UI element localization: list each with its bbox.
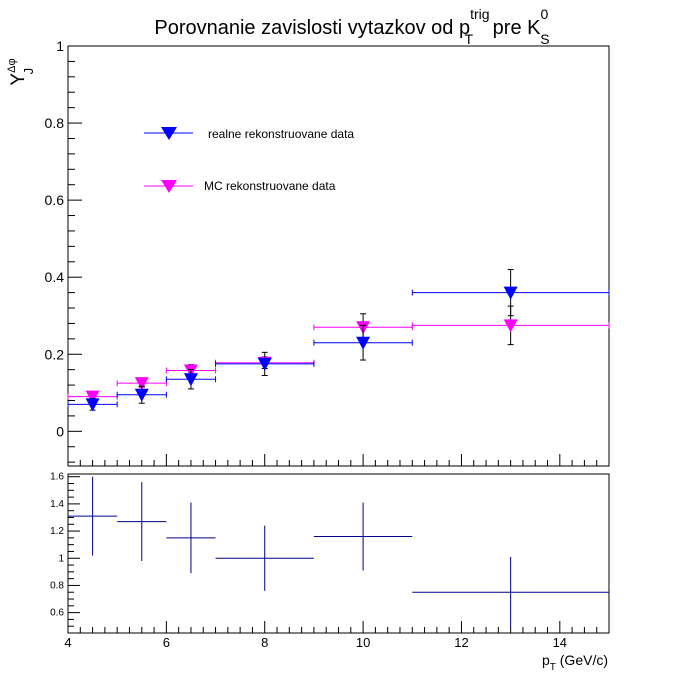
y-label-sup: Δφ [6, 58, 18, 72]
x-tick-label: 8 [261, 635, 268, 650]
x-tick-label: 6 [163, 635, 170, 650]
data-point-marker [503, 286, 518, 300]
x-tick-label: 4 [64, 635, 71, 650]
y-tick-label: 0 [56, 423, 64, 439]
x-tick-label: 14 [553, 635, 567, 650]
top-x-axis [67, 454, 610, 466]
x-label-main: p [542, 652, 550, 668]
legend-entry-real: realne rekonstruovane data [144, 127, 354, 141]
legend-marker-real [161, 127, 177, 140]
y-tick-label: 0.2 [45, 346, 65, 362]
data-point-marker [134, 377, 149, 391]
x-tick-label: 12 [454, 635, 468, 650]
ratio-y-tick-label: 1.2 [50, 526, 64, 537]
data-point-marker [134, 388, 149, 402]
x-label-sub: T [550, 662, 556, 673]
title-mid: pre K [487, 17, 541, 39]
y-label-sub: J [21, 68, 36, 75]
ratio-y-axis: 0.6 0.8 1 1.2 1.4 1.6 [50, 472, 80, 627]
y-tick-label: 0.8 [45, 115, 65, 131]
top-data-series [67, 268, 610, 412]
chart-title: Porovnanie zavislosti vytazkov od ptrig T… [154, 6, 549, 47]
ratio-data-series [68, 476, 609, 628]
legend: realne rekonstruovane data MC rekonstruo… [144, 127, 354, 193]
data-point-marker [356, 336, 371, 350]
y-tick-label: 1 [56, 38, 64, 54]
y-tick-label: 0.6 [45, 192, 65, 208]
data-point-marker [257, 357, 272, 371]
data-point-marker [503, 319, 518, 333]
ratio-y-tick-label: 1.4 [50, 499, 64, 510]
ratio-y-tick-label: 0.8 [50, 580, 64, 591]
title-sup-0: 0 [540, 6, 548, 22]
data-point-marker [183, 373, 198, 387]
y-tick-label: 0.4 [45, 269, 65, 285]
legend-entry-mc: MC rekonstruovane data [144, 179, 336, 193]
legend-label-mc: MC rekonstruovane data [204, 179, 336, 193]
top-panel: 0 0.2 0.4 0.6 0.8 1 [45, 38, 610, 467]
data-point-marker [85, 390, 100, 404]
legend-label-real: realne rekonstruovane data [208, 127, 354, 141]
x-tick-label: 10 [356, 635, 370, 650]
series-real [67, 268, 610, 412]
x-label-unit: (GeV/c) [556, 652, 608, 668]
ratio-y-tick-label: 1.6 [50, 472, 64, 483]
title-sub-t: T [465, 31, 474, 47]
title-main: Porovnanie zavislosti vytazkov od p [154, 17, 470, 39]
title-sup-trig: trig [470, 6, 489, 22]
legend-marker-mc [161, 180, 177, 193]
y-label-main: Y [8, 73, 29, 86]
ratio-panel: 0.6 0.8 1 1.2 1.4 1.6 4 6 8 10 12 14 [50, 472, 610, 650]
y-axis-label: YΔφ J [6, 58, 36, 85]
data-point-marker [85, 398, 100, 412]
ratio-y-tick-label: 0.6 [50, 608, 64, 619]
ratio-y-tick-label: 1 [58, 553, 64, 564]
x-axis-label: pT (GeV/c) [542, 652, 608, 673]
ratio-x-axis: 4 6 8 10 12 14 [64, 621, 610, 650]
top-y-axis: 0 0.2 0.4 0.6 0.8 1 [45, 38, 82, 463]
title-sub-s: S [540, 31, 549, 47]
